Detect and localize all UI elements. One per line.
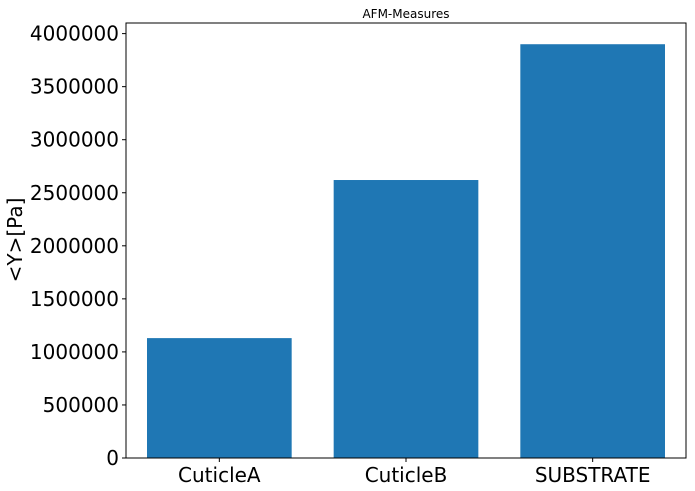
plot-frame	[125, 22, 687, 459]
y-tick-label: 2500000	[30, 181, 119, 205]
y-tick-label: 1000000	[30, 340, 119, 364]
y-axis-label: <Y>[Pa]	[3, 198, 27, 283]
y-tick-label: 3000000	[30, 128, 119, 152]
y-tick-label: 1500000	[30, 287, 119, 311]
bar-substrate	[520, 44, 665, 458]
y-tick-label: 4000000	[30, 22, 119, 46]
x-tick-label: CuticleB	[365, 463, 448, 487]
bars-group	[147, 44, 665, 458]
bar-cuticleb	[333, 180, 479, 458]
bar-cuticlea	[147, 338, 292, 458]
x-tick-label: CuticleA	[178, 463, 261, 487]
y-tick-label: 2000000	[30, 234, 119, 258]
x-tick-label: SUBSTRATE	[535, 463, 651, 487]
y-tick-label: 0	[106, 446, 119, 470]
y-axis-ticks: 0 500000 1000000 1500000 2000000 2500000 30000…	[30, 22, 126, 470]
x-axis-ticks: CuticleA CuticleB SUBSTRATE	[178, 458, 651, 487]
y-tick-label: 500000	[43, 393, 119, 417]
y-tick-label: 3500000	[30, 75, 119, 99]
chart-title: AFM-Measures	[362, 7, 449, 21]
